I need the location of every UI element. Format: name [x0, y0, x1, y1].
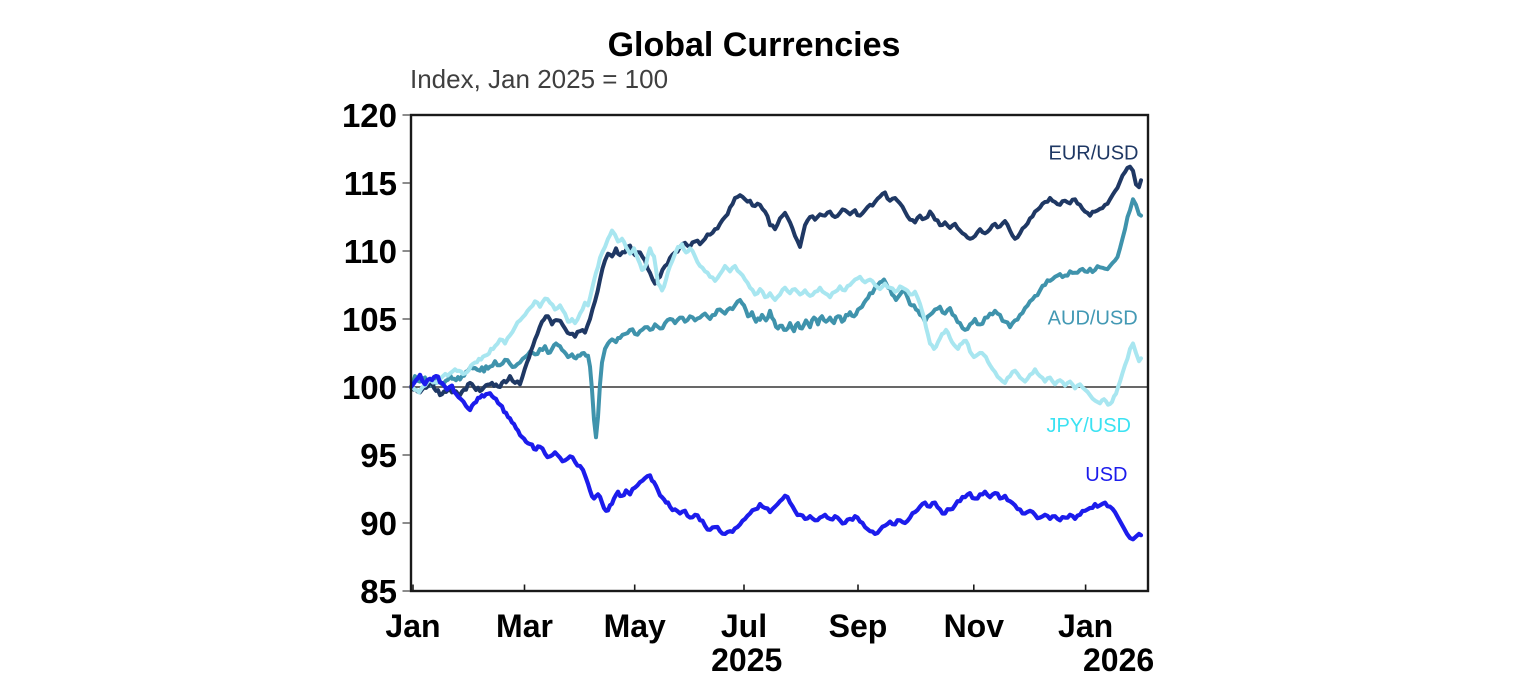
svg-text:Index, Jan 2025 = 100: Index, Jan 2025 = 100 — [410, 64, 668, 94]
svg-text:105: 105 — [342, 301, 397, 338]
svg-text:JPY/USD: JPY/USD — [1047, 415, 1131, 437]
svg-text:85: 85 — [360, 573, 397, 610]
svg-text:AUD/USD: AUD/USD — [1048, 308, 1138, 330]
svg-text:2025: 2025 — [711, 642, 782, 678]
svg-text:Jan: Jan — [1058, 608, 1113, 644]
svg-text:95: 95 — [360, 437, 397, 474]
svg-text:Sep: Sep — [829, 608, 888, 644]
svg-text:90: 90 — [360, 505, 397, 542]
svg-text:2026: 2026 — [1083, 642, 1154, 678]
svg-text:115: 115 — [344, 165, 397, 202]
svg-text:USD: USD — [1085, 464, 1127, 486]
svg-text:Global Currencies: Global Currencies — [608, 26, 901, 64]
svg-text:Mar: Mar — [496, 608, 553, 644]
svg-text:Jul: Jul — [721, 608, 767, 644]
svg-text:100: 100 — [342, 369, 397, 406]
svg-text:Jan: Jan — [385, 608, 440, 644]
svg-text:120: 120 — [342, 97, 397, 134]
svg-text:Nov: Nov — [944, 608, 1005, 644]
svg-text:May: May — [604, 608, 666, 644]
svg-text:EUR/USD: EUR/USD — [1048, 143, 1138, 165]
svg-text:110: 110 — [344, 233, 397, 270]
